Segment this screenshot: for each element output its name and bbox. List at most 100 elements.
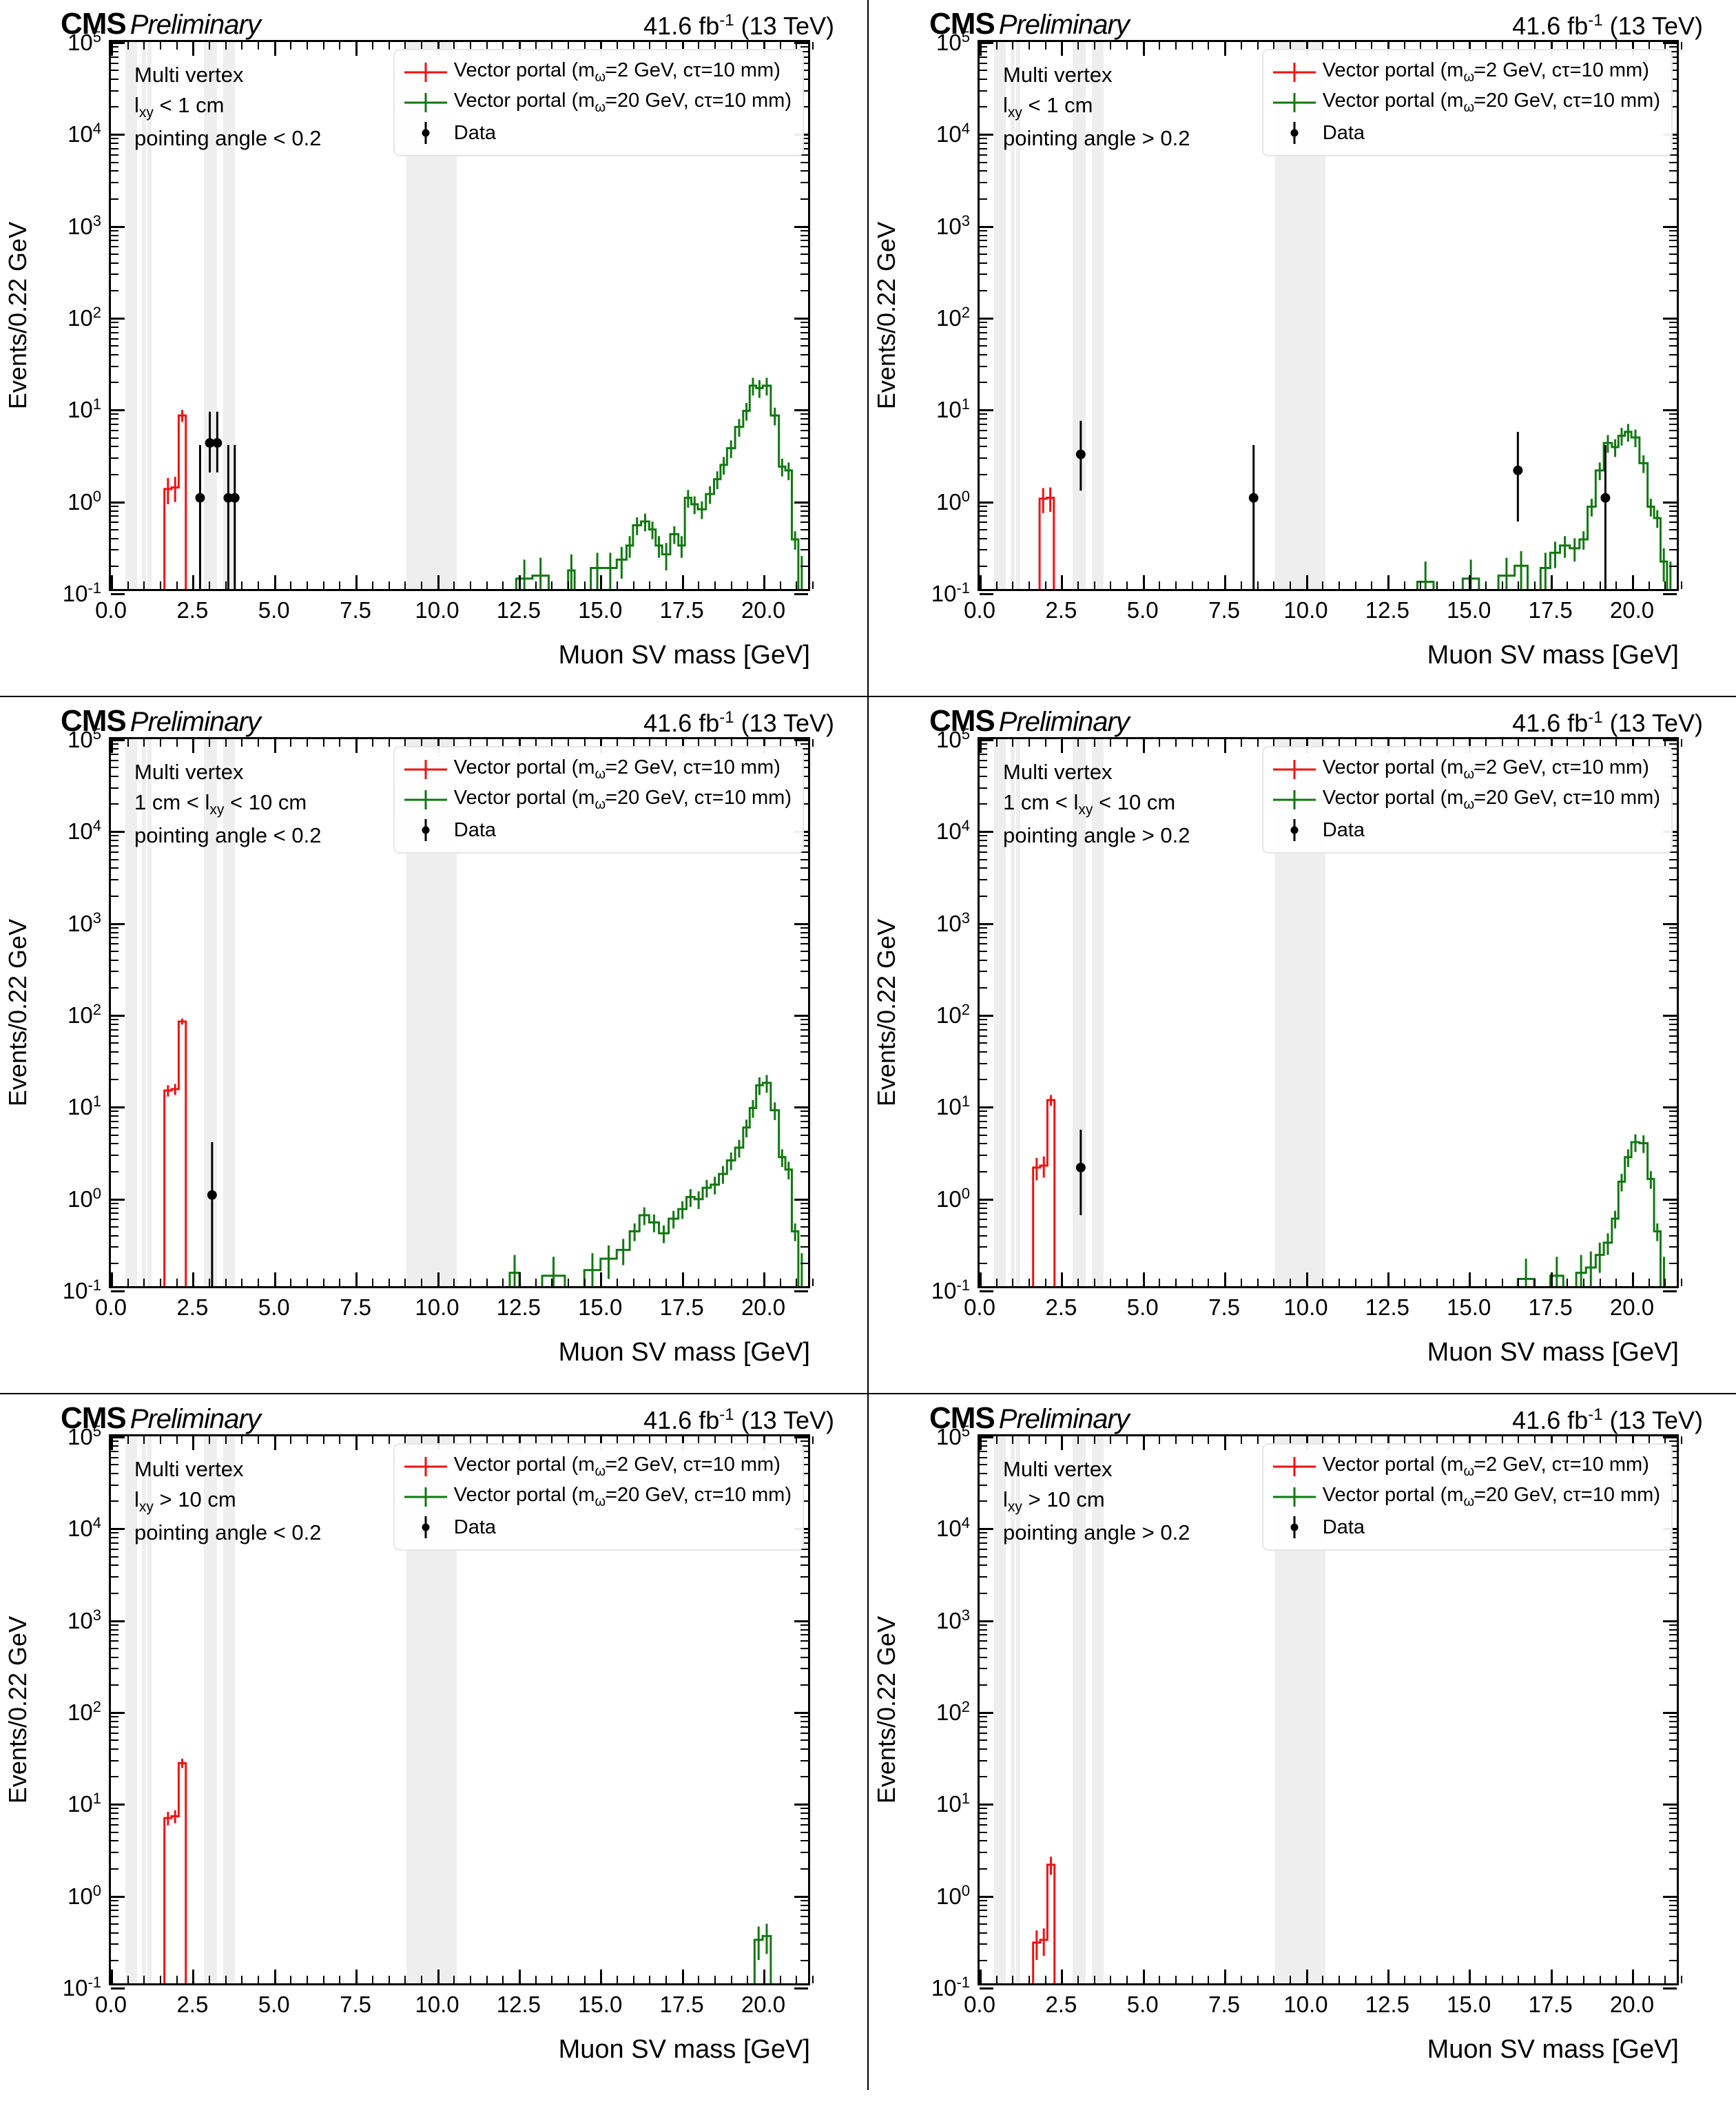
veto-band bbox=[1092, 1436, 1104, 1983]
y-major-tick-right bbox=[794, 1290, 808, 1292]
x-minor-tick bbox=[1093, 581, 1095, 589]
y-minor-tick bbox=[980, 510, 987, 512]
x-tick-label: 10.0 bbox=[415, 597, 459, 623]
y-major-tick bbox=[980, 134, 993, 136]
y-minor-tick bbox=[980, 79, 987, 81]
y-minor-tick bbox=[111, 457, 118, 459]
y-major-tick-right bbox=[794, 1895, 808, 1898]
x-tick-label: 12.5 bbox=[1365, 1992, 1410, 2017]
y-minor-tick bbox=[980, 273, 987, 276]
x-minor-tick bbox=[176, 581, 178, 589]
y-minor-tick bbox=[980, 1115, 987, 1117]
y-minor-tick bbox=[980, 803, 987, 805]
x-minor-tick-top bbox=[995, 1436, 998, 1444]
x-tick-label: 2.5 bbox=[1045, 597, 1077, 623]
legend-entry: Data bbox=[402, 1512, 792, 1542]
y-minor-tick-right bbox=[1669, 528, 1677, 530]
y-tick-label: 100 bbox=[68, 487, 101, 515]
y-minor-tick-right bbox=[800, 1500, 808, 1502]
y-minor-tick bbox=[980, 1943, 987, 1945]
x-minor-tick-top bbox=[1029, 42, 1030, 50]
y-minor-tick-right bbox=[800, 289, 808, 291]
veto-band bbox=[1092, 739, 1104, 1286]
preliminary-text: Preliminary bbox=[998, 707, 1130, 737]
panel-6: CMS Preliminary 41.6 fb-1 (13 TeV) Events/0… bbox=[869, 1394, 1736, 2090]
x-minor-tick bbox=[1518, 1279, 1520, 1286]
y-minor-tick bbox=[980, 835, 987, 837]
y-minor-tick-right bbox=[1669, 549, 1677, 551]
x-tick-label: 17.5 bbox=[1528, 1992, 1573, 2017]
x-major-tick bbox=[1469, 1272, 1471, 1286]
x-minor-tick bbox=[1044, 581, 1046, 589]
y-minor-tick-right bbox=[1669, 473, 1677, 475]
lumi-energy-label: 41.6 fb-1 (13 TeV) bbox=[1512, 11, 1703, 40]
y-major-tick-right bbox=[1663, 1895, 1677, 1898]
x-minor-tick bbox=[1240, 581, 1242, 589]
y-minor-tick-right bbox=[1669, 1042, 1677, 1044]
cut-line-3: pointing angle < 0.2 bbox=[134, 823, 322, 848]
x-minor-tick bbox=[160, 1976, 161, 1983]
x-minor-tick-top bbox=[1126, 1436, 1128, 1444]
y-minor-tick-right bbox=[800, 787, 808, 789]
cut-line-2: 1 cm < lxy < 10 cm bbox=[134, 790, 307, 818]
axes-frame: 10-1 100 101 102 103 104 105 0.0 2.5 5.0 7.5 10.0 12… bbox=[931, 1423, 1682, 2017]
x-tick-label: 12.5 bbox=[1365, 1294, 1410, 1320]
y-minor-tick-right bbox=[800, 424, 808, 425]
y-major-tick-right bbox=[794, 1712, 808, 1714]
x-tick-label: 7.5 bbox=[340, 597, 372, 623]
y-minor-tick bbox=[111, 1246, 118, 1248]
x-minor-tick bbox=[143, 581, 145, 589]
horizontal-divider bbox=[0, 696, 1736, 697]
y-minor-tick bbox=[111, 1812, 118, 1815]
y-minor-tick-right bbox=[800, 418, 808, 420]
x-minor-tick-top bbox=[290, 42, 292, 50]
y-minor-tick bbox=[111, 79, 118, 81]
x-minor-tick bbox=[209, 581, 210, 589]
y-tick-label: 105 bbox=[68, 725, 101, 752]
y-minor-tick-right bbox=[800, 273, 808, 276]
y-minor-tick bbox=[111, 931, 118, 933]
x-minor-tick bbox=[995, 1279, 998, 1286]
x-minor-tick-top bbox=[1012, 1436, 1014, 1444]
legend-label: Vector portal (mω̃=2 GeV, cτ=10 mm) bbox=[453, 1454, 781, 1479]
x-major-tick bbox=[1142, 1970, 1145, 1983]
y-minor-tick-right bbox=[800, 1532, 808, 1534]
y-minor-tick bbox=[111, 1556, 118, 1558]
y-minor-tick bbox=[980, 1959, 987, 1961]
x-minor-tick bbox=[486, 581, 488, 589]
x-major-tick bbox=[437, 1970, 440, 1983]
y-minor-tick-right bbox=[800, 1776, 808, 1778]
x-minor-tick bbox=[796, 581, 798, 589]
y-minor-tick bbox=[111, 787, 118, 789]
y-minor-tick-right bbox=[1669, 1726, 1677, 1728]
y-minor-tick-right bbox=[800, 1818, 808, 1819]
y-minor-tick bbox=[111, 138, 118, 140]
x-minor-tick bbox=[698, 581, 700, 589]
x-major-tick-top bbox=[273, 1436, 276, 1450]
y-minor-tick bbox=[111, 565, 118, 567]
x-minor-tick bbox=[1681, 1976, 1682, 1983]
x-minor-tick-top bbox=[1452, 1436, 1454, 1444]
x-minor-tick-top bbox=[1093, 42, 1095, 50]
y-tick-label: 104 bbox=[936, 120, 970, 147]
x-minor-tick-top bbox=[1599, 739, 1601, 747]
y-minor-tick-right bbox=[800, 62, 808, 64]
y-tick-label: 103 bbox=[68, 1606, 101, 1633]
y-minor-tick bbox=[980, 437, 987, 439]
y-minor-tick-right bbox=[800, 1079, 808, 1081]
y-tick-label: 105 bbox=[936, 725, 970, 752]
y-minor-tick bbox=[980, 1202, 987, 1204]
veto-band bbox=[1011, 739, 1015, 1286]
y-minor-tick-right bbox=[1669, 986, 1677, 989]
x-minor-tick bbox=[747, 1279, 749, 1286]
x-minor-tick bbox=[339, 581, 341, 589]
y-minor-tick-right bbox=[800, 198, 808, 200]
x-major-tick-top bbox=[111, 1436, 113, 1450]
legend-entry: Vector portal (mω̃=20 GeV, cτ=10 mm) bbox=[402, 785, 792, 815]
x-minor-tick-top bbox=[1583, 739, 1584, 747]
x-minor-tick-top bbox=[1648, 739, 1650, 747]
y-minor-tick-right bbox=[1669, 1143, 1677, 1145]
y-tick-label: 104 bbox=[68, 1514, 101, 1542]
x-minor-tick-top bbox=[1583, 42, 1584, 50]
x-minor-tick bbox=[1044, 1976, 1046, 1983]
